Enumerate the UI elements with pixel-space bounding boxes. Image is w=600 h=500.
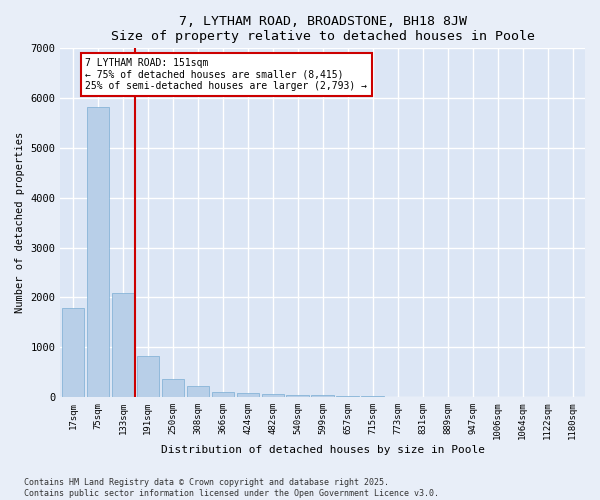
Bar <box>62 308 84 397</box>
Bar <box>286 394 309 397</box>
Bar <box>137 356 159 397</box>
Bar <box>262 394 284 397</box>
Bar <box>187 386 209 397</box>
Title: 7, LYTHAM ROAD, BROADSTONE, BH18 8JW
Size of property relative to detached house: 7, LYTHAM ROAD, BROADSTONE, BH18 8JW Siz… <box>111 15 535 43</box>
Y-axis label: Number of detached properties: Number of detached properties <box>15 132 25 314</box>
Text: 7 LYTHAM ROAD: 151sqm
← 75% of detached houses are smaller (8,415)
25% of semi-d: 7 LYTHAM ROAD: 151sqm ← 75% of detached … <box>85 58 367 92</box>
Bar <box>161 378 184 397</box>
Text: Contains HM Land Registry data © Crown copyright and database right 2025.
Contai: Contains HM Land Registry data © Crown c… <box>24 478 439 498</box>
Bar <box>86 107 109 397</box>
Bar <box>112 293 134 397</box>
Bar <box>236 393 259 397</box>
Bar <box>212 392 234 397</box>
X-axis label: Distribution of detached houses by size in Poole: Distribution of detached houses by size … <box>161 445 485 455</box>
Bar <box>337 396 359 397</box>
Bar <box>311 396 334 397</box>
